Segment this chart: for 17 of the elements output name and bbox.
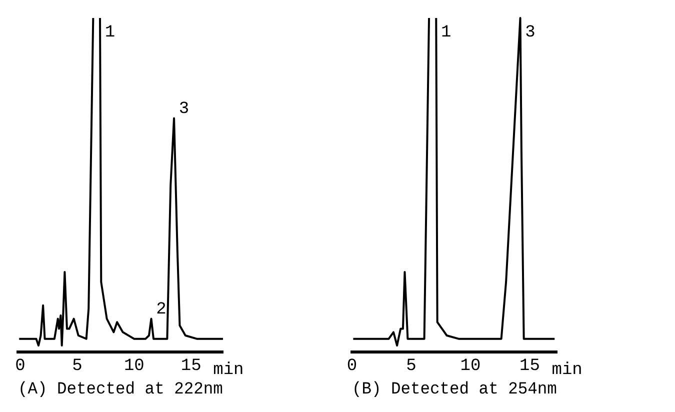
x-tick-label: 10 [460,356,481,376]
x-axis-title: min [552,361,582,380]
annotation: 1 [104,24,116,42]
x-tick-label: 15 [520,356,540,376]
annotation: 1 [441,24,452,42]
x-axis-title: min [213,361,244,380]
annotation: 3 [178,100,190,119]
x-tick-label: 0 [346,356,358,376]
x-tick-label: 5 [72,356,82,376]
x-tick-label: 0 [15,356,26,376]
annotation: 2 [156,300,166,320]
x-tick-label: 5 [406,356,416,376]
text: (B) Detected at 254nm [352,378,557,398]
x-tick-label: 10 [124,356,144,376]
x-tick-label: 15 [180,356,202,376]
text: (A) Detected at 222nm [18,378,223,398]
annotation: 3 [525,24,536,42]
